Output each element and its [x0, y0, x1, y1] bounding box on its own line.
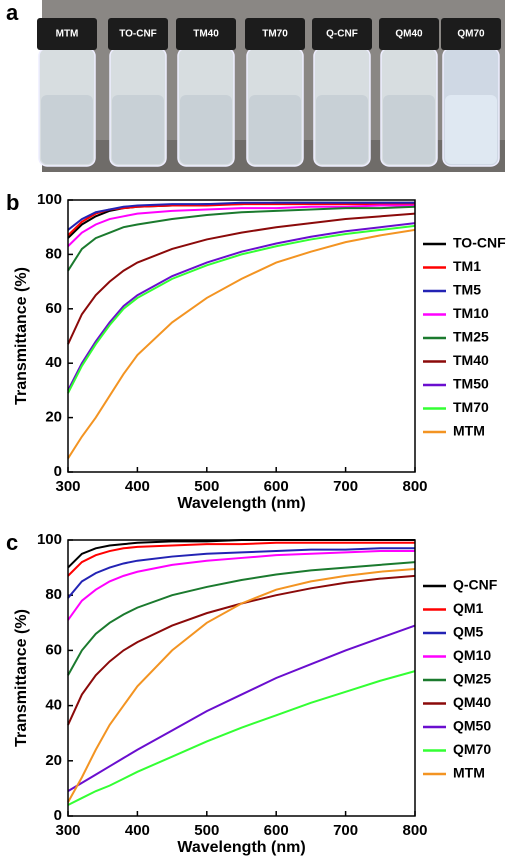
series-line	[67, 574, 416, 726]
x-tick-label: 600	[264, 478, 289, 495]
legend-label: TM1	[453, 258, 481, 274]
legend-label: Q-CNF	[453, 577, 498, 593]
legend-label: TM5	[453, 282, 481, 298]
series-line	[67, 205, 416, 272]
legend-label: QM40	[453, 694, 491, 710]
series-line	[67, 624, 416, 793]
vial-cap	[176, 18, 236, 50]
legend-label: QM1	[453, 600, 484, 616]
legend-label: TM70	[453, 399, 489, 415]
series-line	[67, 670, 416, 806]
y-tick-label: 80	[45, 586, 62, 603]
y-tick-label: 40	[45, 697, 62, 714]
vial-liquid	[316, 95, 368, 164]
legend-label: TM25	[453, 329, 489, 345]
legend-label: QM50	[453, 718, 491, 734]
x-tick-label: 700	[333, 478, 358, 495]
y-tick-label: 80	[45, 245, 62, 262]
x-tick-label: 500	[194, 822, 219, 839]
x-axis-title: Wavelength (nm)	[177, 495, 305, 512]
y-axis-title: Transmittance (%)	[13, 267, 30, 405]
vial-label: TM40	[193, 29, 219, 40]
y-tick-label: 20	[45, 752, 62, 769]
legend-label: TM50	[453, 376, 489, 392]
series-line	[67, 222, 416, 391]
vial-cap	[312, 18, 372, 50]
x-tick-label: 300	[55, 478, 80, 495]
panel-label: b	[6, 190, 19, 215]
vial-cap	[379, 18, 439, 50]
legend-label: QM10	[453, 647, 491, 663]
vial-label: MTM	[56, 29, 79, 40]
series-line	[67, 567, 416, 803]
x-tick-label: 300	[55, 822, 80, 839]
y-tick-label: 40	[45, 354, 62, 371]
legend-label: TM40	[453, 352, 489, 368]
plot-frame	[67, 539, 416, 817]
vial-cap	[245, 18, 305, 50]
x-axis-title: Wavelength (nm)	[177, 839, 305, 856]
y-tick-label: 0	[54, 463, 62, 480]
vial-label: TM70	[262, 29, 288, 40]
vial-liquid	[180, 95, 232, 164]
x-tick-label: 500	[194, 478, 219, 495]
y-tick-label: 60	[45, 300, 62, 317]
x-tick-label: 400	[125, 478, 150, 495]
x-tick-label: 800	[402, 822, 427, 839]
y-tick-label: 0	[54, 807, 62, 824]
y-axis-title: Transmittance (%)	[13, 609, 30, 747]
y-tick-label: 60	[45, 641, 62, 658]
series-line	[67, 224, 416, 394]
vial-cap	[441, 18, 501, 50]
legend-label: MTM	[453, 765, 485, 781]
series-line	[67, 541, 415, 577]
series-line	[67, 547, 415, 599]
series-line	[67, 561, 416, 676]
vial-label: Q-CNF	[326, 29, 358, 40]
y-tick-label: 100	[37, 191, 62, 208]
plot-frame	[67, 199, 416, 473]
vial-cap	[108, 18, 168, 50]
legend-label: QM5	[453, 624, 484, 640]
vial-liquid	[112, 95, 164, 164]
vial-liquid	[249, 95, 301, 164]
legend-label: MTM	[453, 423, 485, 439]
x-tick-label: 800	[402, 478, 427, 495]
vial-liquid	[383, 95, 435, 164]
vial-label: TO-CNF	[119, 29, 157, 40]
legend-label: TM10	[453, 305, 489, 321]
x-tick-label: 400	[125, 822, 150, 839]
legend-label: QM70	[453, 741, 491, 757]
vial-label: QM70	[457, 29, 485, 40]
legend-label: QM25	[453, 671, 491, 687]
panel-label: c	[6, 530, 18, 555]
panel-label: a	[6, 0, 19, 25]
y-tick-label: 20	[45, 409, 62, 426]
vial-liquid	[445, 95, 497, 164]
series-line	[67, 228, 416, 459]
series-line	[67, 550, 415, 621]
vial-label: QM40	[395, 29, 423, 40]
legend-label: TO-CNF	[453, 235, 506, 251]
x-tick-label: 700	[333, 822, 358, 839]
x-tick-label: 600	[264, 822, 289, 839]
series-line	[67, 203, 415, 237]
series-line	[67, 212, 416, 345]
vial-liquid	[41, 95, 93, 164]
series-line	[67, 201, 415, 231]
vial-cap	[37, 18, 97, 50]
series-line	[67, 204, 415, 247]
y-tick-label: 100	[37, 531, 62, 548]
